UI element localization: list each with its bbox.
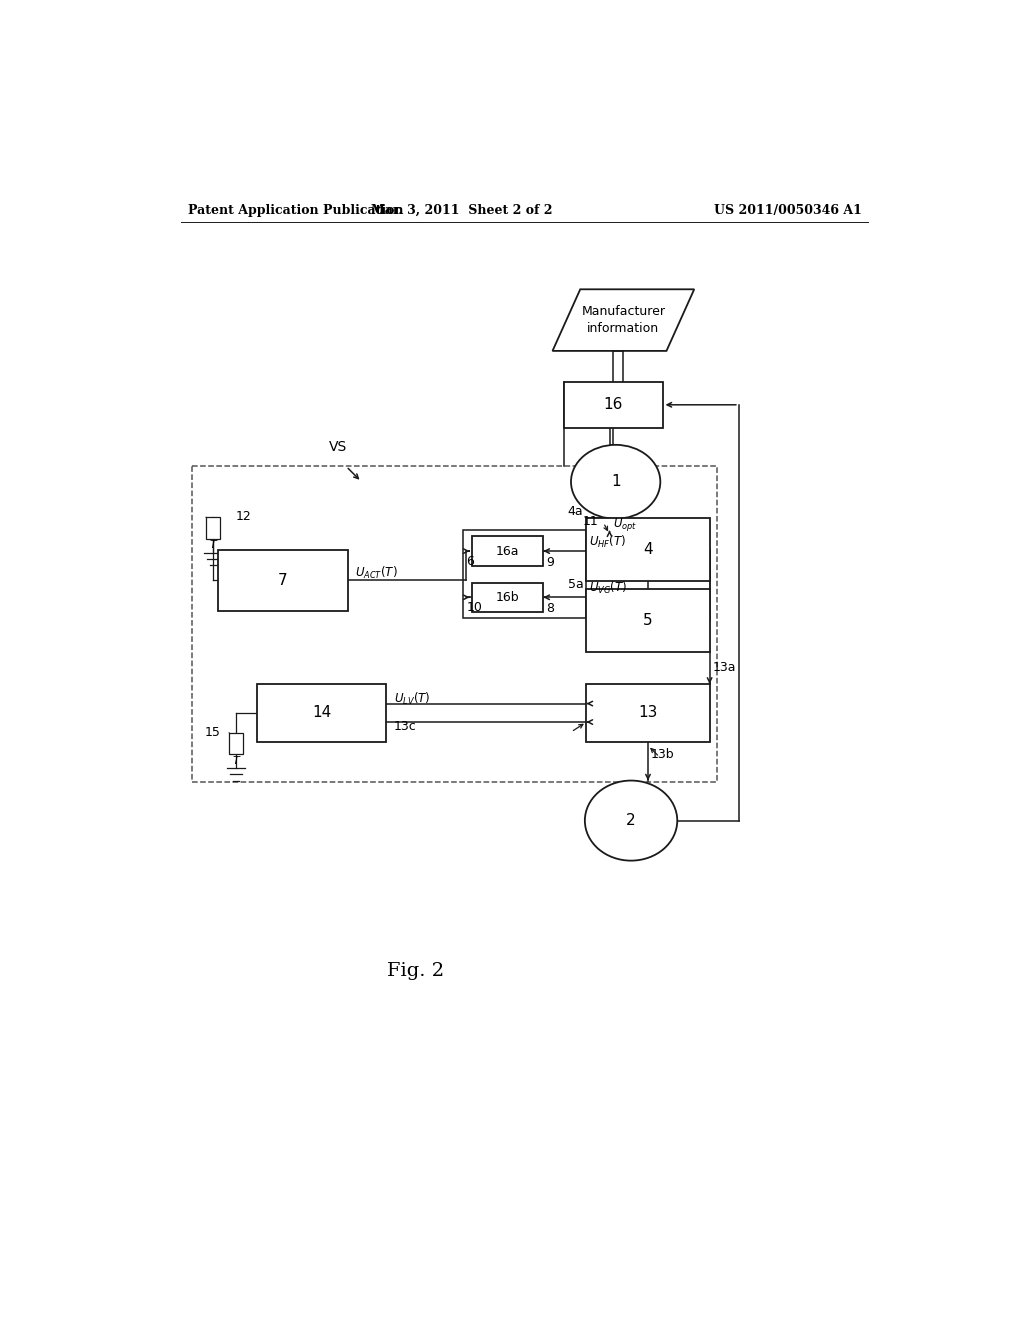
Text: T: T bbox=[210, 540, 216, 550]
Text: 2: 2 bbox=[627, 813, 636, 828]
Text: 13b: 13b bbox=[651, 748, 675, 760]
Bar bbox=[217, 549, 348, 611]
Bar bbox=[587, 684, 710, 742]
Text: 5a: 5a bbox=[567, 578, 584, 591]
Text: Manufacturer
information: Manufacturer information bbox=[582, 305, 666, 335]
Text: 13c: 13c bbox=[394, 721, 417, 733]
Bar bbox=[206, 517, 220, 539]
Text: $U_{HF}(T)$: $U_{HF}(T)$ bbox=[590, 533, 627, 549]
Text: 1: 1 bbox=[611, 474, 621, 490]
Text: 8: 8 bbox=[547, 602, 554, 615]
Text: 14: 14 bbox=[312, 705, 331, 721]
Text: 9: 9 bbox=[547, 556, 554, 569]
Text: 11: 11 bbox=[583, 515, 598, 528]
Text: 5: 5 bbox=[643, 612, 653, 628]
Text: US 2011/0050346 A1: US 2011/0050346 A1 bbox=[714, 205, 862, 218]
Text: T: T bbox=[232, 755, 240, 766]
Text: 12: 12 bbox=[237, 510, 252, 523]
Bar bbox=[564, 381, 663, 428]
Bar bbox=[472, 582, 544, 612]
Polygon shape bbox=[553, 289, 694, 351]
Text: 16b: 16b bbox=[496, 591, 519, 603]
Bar bbox=[193, 466, 717, 781]
Text: $U_{opt}$: $U_{opt}$ bbox=[612, 516, 637, 533]
Bar bbox=[587, 517, 710, 581]
Text: 16a: 16a bbox=[496, 545, 519, 557]
Ellipse shape bbox=[585, 780, 677, 861]
Text: Fig. 2: Fig. 2 bbox=[387, 962, 444, 979]
Bar bbox=[229, 733, 243, 755]
Text: Mar. 3, 2011  Sheet 2 of 2: Mar. 3, 2011 Sheet 2 of 2 bbox=[371, 205, 552, 218]
Text: 10: 10 bbox=[466, 601, 482, 614]
Bar bbox=[257, 684, 386, 742]
Text: 4a: 4a bbox=[567, 506, 584, 519]
Text: 15: 15 bbox=[205, 726, 220, 739]
Ellipse shape bbox=[571, 445, 660, 519]
Text: $U_{LV}(T)$: $U_{LV}(T)$ bbox=[394, 690, 430, 708]
Text: 4: 4 bbox=[643, 543, 653, 557]
Text: 16: 16 bbox=[604, 397, 623, 412]
Text: 13: 13 bbox=[638, 705, 657, 721]
Bar bbox=[587, 589, 710, 652]
Text: VS: VS bbox=[330, 440, 347, 454]
Text: 6: 6 bbox=[466, 554, 474, 568]
Bar bbox=[463, 531, 587, 618]
Text: $U_{ACT}(T)$: $U_{ACT}(T)$ bbox=[354, 565, 397, 581]
Text: 13a: 13a bbox=[713, 661, 736, 675]
Bar bbox=[472, 536, 544, 566]
Text: $U_{VG}(T)$: $U_{VG}(T)$ bbox=[590, 579, 628, 595]
Text: Patent Application Publication: Patent Application Publication bbox=[188, 205, 403, 218]
Text: 7: 7 bbox=[279, 573, 288, 587]
